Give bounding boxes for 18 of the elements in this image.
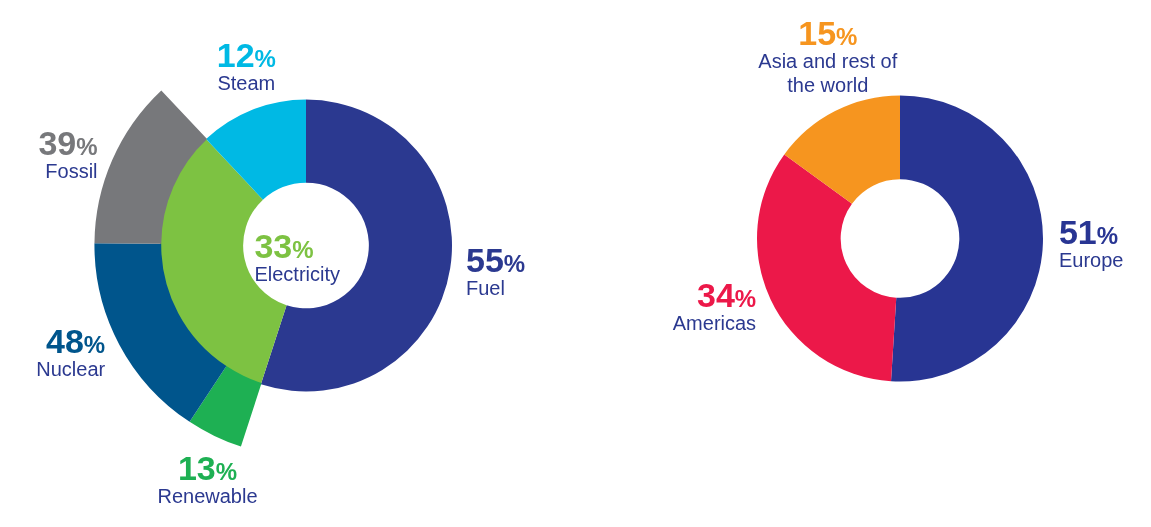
- slice-label: Americas: [672, 311, 757, 334]
- data-label: 15%: [798, 13, 858, 52]
- slice-label: Fossil: [44, 159, 98, 182]
- data-label: 55%: [466, 240, 526, 279]
- slice-label: Renewable: [157, 485, 258, 508]
- slice-label: Asia and rest of the world: [758, 49, 898, 96]
- slice-label: Europe: [1058, 248, 1124, 271]
- data-label: 39%: [37, 123, 98, 162]
- data-label: 48%: [45, 322, 105, 361]
- data-label: 33%: [254, 226, 314, 265]
- data-label: 34%: [696, 275, 757, 314]
- slice-label: Steam: [217, 71, 276, 94]
- slice-label: Nuclear: [35, 358, 106, 381]
- data-label: 13%: [177, 449, 237, 488]
- slice-label: Fuel: [466, 276, 505, 299]
- data-label: 12%: [216, 35, 276, 74]
- slice-label: Electricity: [254, 262, 340, 285]
- data-label: 51%: [1058, 212, 1119, 251]
